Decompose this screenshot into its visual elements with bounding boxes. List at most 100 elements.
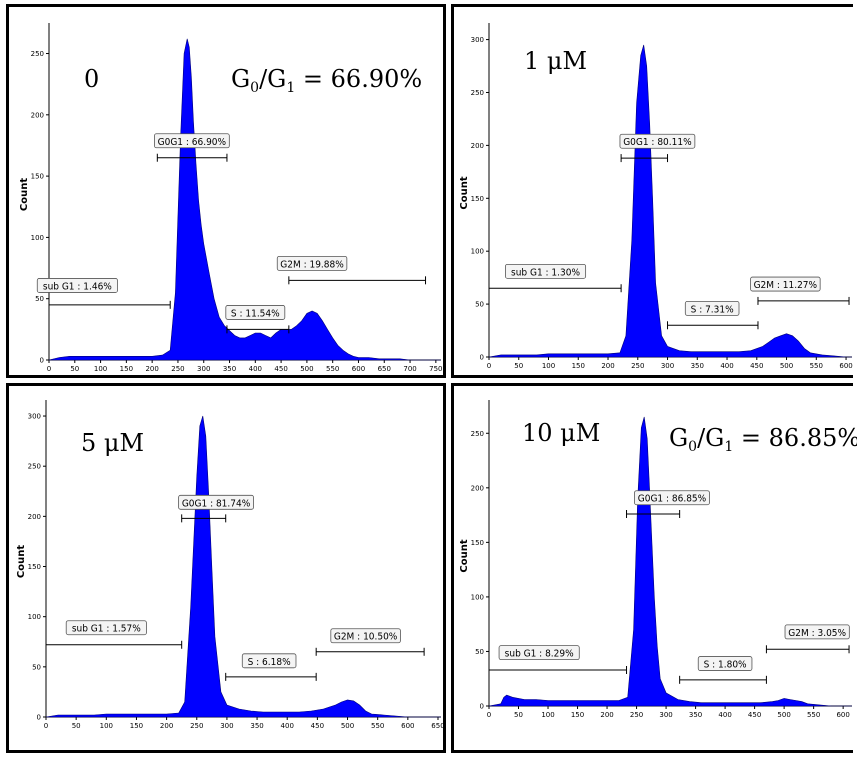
histogram-chart-0: 0 50 100 150 200 250 0 50 100 150 200 250 300 350 400 4… [19,23,443,373]
chart3-x-tick-label: 50 [514,711,523,719]
chart1-gate-0: sub G1 : 1.30% [488,263,622,293]
chart0-gate-label-box [36,278,118,293]
chart3-gate-2: S : 1.80% [679,656,767,684]
chart1-x-tick-label: 150 [572,362,585,370]
chart0-x-tick-label: 250 [171,365,184,373]
chart2-gate-label-box [330,628,401,644]
chart1-y-tick-label: 50 [475,301,484,309]
chart1-panel-label: 1 μM [524,47,587,75]
chart3-x-tick-label: 150 [571,711,584,719]
chart0-gate-0: sub G1 : 1.46% [36,278,171,309]
chart2-gate-label-box [241,653,297,669]
chart3-y-tick-label: 250 [471,430,484,438]
chart0-gate-1: G0G1 : 66.90% [154,133,230,162]
chart2-y-tick-label: 100 [28,613,41,621]
chart1-x-tick-label: 500 [780,362,793,370]
chart1-gate-label: S : 7.31% [691,304,734,315]
chart2-y-tick-label: 200 [28,513,41,521]
chart0-x-tick-label: 150 [120,365,133,373]
chart1-axes: 0 50 100 150 200 250 300 0 50 100 150 200 250 300 350 4… [471,23,853,370]
chart2-y-tick-label: 0 [37,714,41,722]
chart1-gate-label: G2M : 11.27% [754,280,818,291]
chart2-x-tick-label: 50 [72,722,81,730]
chart3-gate-label-box [634,490,710,506]
chart0-x-tick-label: 350 [223,365,236,373]
chart2-y-axis-label: Count [16,545,27,578]
chart3-y-tick-label: 150 [471,539,484,547]
chart3-x-tick-label: 450 [748,711,761,719]
chart2-x-tick-label: 450 [311,722,324,730]
chart0-y-tick-label: 200 [31,111,44,119]
chart0-x-tick-label: 0 [47,365,51,373]
chart0-gate-label: S : 11.54% [231,308,280,319]
chart0-x-tick-label: 550 [326,365,339,373]
chart2-y-tick-label: 250 [28,463,41,471]
chart1-x-tick-label: 50 [514,362,523,370]
chart3-gate-label: sub G1 : 8.29% [505,649,574,660]
chart2-gate-3: G2M : 10.50% [315,628,425,656]
histogram-chart-1uM: 0 50 100 150 200 250 300 0 50 100 150 200 250 300 350 4… [459,23,853,370]
chart1-gate-label: sub G1 : 1.30% [511,267,580,278]
chart2-x-tick-label: 150 [130,722,143,730]
chart0-x-tick-label: 50 [70,365,79,373]
chart0-y-tick-label: 100 [31,234,44,242]
chart1-x-tick-label: 450 [750,362,763,370]
chart0-x-tick-label: 600 [352,365,365,373]
chart2-gate-label: sub G1 : 1.57% [72,624,141,635]
chart1-x-tick-label: 350 [691,362,704,370]
chart3-gate-label-box [498,645,580,661]
chart1-gate-label-box [684,300,740,316]
chart3-histogram-area [488,416,852,707]
chart1-x-tick-label: 100 [542,362,555,370]
chart0-x-tick-label: 100 [94,365,107,373]
chart2-y-tick-label: 50 [32,663,41,671]
chart1-histogram-area [488,44,852,358]
chart1-y-tick-label: 150 [471,195,484,203]
histogram-panel-0: 0 50 100 150 200 250 0 50 100 150 200 250 300 350 400 4… [6,4,446,378]
chart0-gate-3: G2M : 19.88% [276,255,427,285]
chart3-gate-label-box [784,624,850,640]
chart3-x-tick-label: 300 [659,711,672,719]
chart0-x-tick-label: 650 [378,365,391,373]
chart0-histogram-area [48,38,441,361]
chart2-x-tick-label: 300 [220,722,233,730]
chart1-gate-2: S : 7.31% [667,300,759,330]
chart3-x-tick-label: 550 [807,711,820,719]
chart2-x-tick-label: 600 [401,722,414,730]
chart0-gate-label-box [154,133,230,149]
chart3-gate-label: G2M : 3.05% [788,628,846,639]
chart3-gate-3: G2M : 3.05% [765,624,850,654]
histogram-chart-10uM: 0 50 100 150 200 250 0 50 100 150 200 250 300 350 400 4… [459,400,857,719]
chart0-y-tick-label: 50 [35,295,44,303]
chart0-y-tick-label: 150 [31,173,44,181]
chart1-gate-3: G2M : 11.27% [750,276,850,305]
chart2-gate-1: G0G1 : 81.74% [178,494,254,523]
chart3-x-tick-label: 250 [630,711,643,719]
chart2-gate-label-box [65,620,147,636]
chart2-gate-2: S : 6.18% [225,653,317,681]
chart3-y-tick-label: 100 [471,593,484,601]
chart3-y-tick-label: 50 [475,648,484,656]
chart0-gate-label: G2M : 19.88% [280,259,344,270]
chart3-gate-label-box [697,656,753,671]
chart0-x-tick-label: 700 [403,365,416,373]
chart3-gate-1: G0G1 : 86.85% [626,490,710,518]
chart3-x-tick-label: 400 [718,711,731,719]
chart0-x-tick-label: 500 [300,365,313,373]
chart3-x-tick-label: 200 [600,711,613,719]
chart2-x-tick-label: 400 [281,722,294,730]
chart3-panel-label: 10 μM [522,419,600,447]
chart1-x-tick-label: 300 [661,362,674,370]
histogram-chart-5uM: 0 50 100 150 200 250 300 0 50 100 150 200 250 300 350 4… [16,400,445,730]
chart2-gate-label: G2M : 10.50% [334,632,398,643]
chart0-x-tick-label: 200 [145,365,158,373]
chart0-gate-label-box [276,255,348,271]
chart0-y-tick-label: 250 [31,50,44,58]
chart0-x-tick-label: 300 [197,365,210,373]
chart1-gate-label: G0G1 : 80.11% [623,137,692,148]
chart0-gate-label: sub G1 : 1.46% [43,281,112,292]
chart1-gate-1: G0G1 : 80.11% [619,133,696,163]
chart1-x-tick-label: 400 [720,362,733,370]
chart3-gate-0: sub G1 : 8.29% [488,645,628,674]
chart2-x-tick-label: 550 [371,722,384,730]
